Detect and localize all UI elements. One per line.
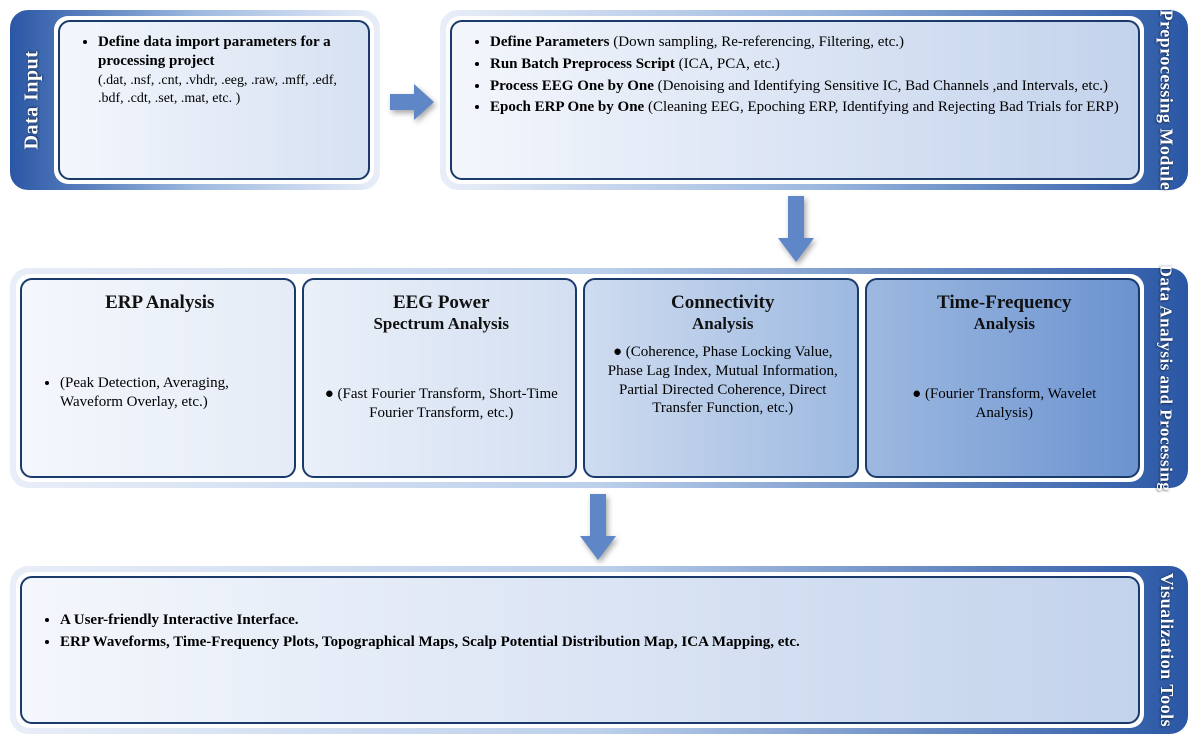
time-frequency-card: Time-Frequency Analysis (Fourier Transfo… [865,278,1141,478]
card-title: Connectivity [603,292,843,314]
list-item: Process EEG One by One (Denoising and Id… [490,77,1124,96]
visualization-card: A User-friendly Interactive Interface. E… [20,576,1140,724]
visualization-panel: Visualization Tools A User-friendly Inte… [10,566,1188,734]
visualization-label: Visualization Tools [1156,573,1177,727]
erp-analysis-card: ERP Analysis (Peak Detection, Averaging,… [20,278,296,478]
card-subtitle: Analysis [603,314,843,334]
card-title: Time-Frequency [885,292,1125,314]
list-item: (Coherence, Phase Locking Value, Phase L… [603,343,843,418]
visualization-list: A User-friendly Interactive Interface. E… [40,588,1124,665]
card-title: ERP Analysis [40,292,280,314]
card-title: EEG Power [322,292,562,314]
data-input-panel: Data Input Define data import parameters… [10,10,380,190]
arrow-right-icon [388,82,436,122]
list-item: Define data import parameters for a proc… [98,33,354,108]
preprocessing-label: Preprocessing Module [1156,10,1177,191]
card-subtitle: Analysis [885,314,1125,334]
flowchart-diagram: Data Input Define data import parameters… [10,10,1190,744]
card-details: (Fourier Transform, Wavelet Analysis) [885,382,1125,426]
list-item: (Fourier Transform, Wavelet Analysis) [885,385,1125,423]
data-input-label: Data Input [21,51,44,150]
card-details: (Peak Detection, Averaging, Waveform Ove… [40,371,280,415]
list-item: Define Parameters (Down sampling, Re-ref… [490,33,1124,52]
card-subtitle: Spectrum Analysis [322,314,562,334]
analysis-label: Data Analysis and Processing [1156,265,1176,492]
preprocessing-card: Define Parameters (Down sampling, Re-ref… [450,20,1140,180]
preprocessing-list: Define Parameters (Down sampling, Re-ref… [470,33,1124,117]
list-item: A User-friendly Interactive Interface. [60,611,1114,630]
data-input-card: Define data import parameters for a proc… [58,20,370,180]
preprocessing-panel: Preprocessing Module Define Parameters (… [440,10,1188,190]
list-item: ERP Waveforms, Time-Frequency Plots, Top… [60,633,1114,652]
arrow-down-icon [578,492,618,562]
arrow-down-icon [776,194,816,264]
list-item: (Fast Fourier Transform, Short-Time Four… [322,385,562,423]
analysis-panel: Data Analysis and Processing ERP Analysi… [10,268,1188,488]
list-item: Run Batch Preprocess Script (ICA, PCA, e… [490,55,1124,74]
card-details: (Fast Fourier Transform, Short-Time Four… [322,382,562,426]
card-details: (Coherence, Phase Locking Value, Phase L… [603,340,843,421]
list-item: (Peak Detection, Averaging, Waveform Ove… [60,374,280,412]
list-item: Epoch ERP One by One (Cleaning EEG, Epoc… [490,98,1124,117]
eeg-power-card: EEG Power Spectrum Analysis (Fast Fourie… [302,278,578,478]
data-input-list: Define data import parameters for a proc… [78,33,354,108]
connectivity-card: Connectivity Analysis (Coherence, Phase … [583,278,859,478]
